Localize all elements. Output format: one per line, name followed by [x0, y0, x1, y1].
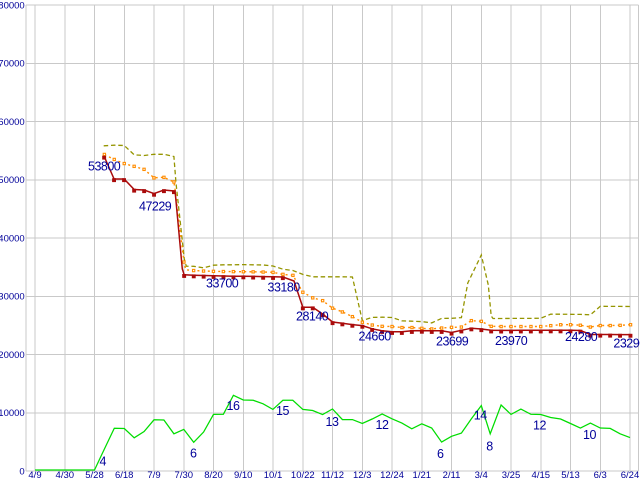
svg-text:0: 0 — [19, 466, 24, 477]
svg-text:11/12: 11/12 — [321, 470, 344, 480]
svg-text:24280: 24280 — [565, 330, 598, 344]
svg-text:10/22: 10/22 — [291, 470, 315, 480]
svg-text:10: 10 — [583, 428, 596, 442]
svg-text:7/9: 7/9 — [147, 470, 160, 480]
svg-text:7/30: 7/30 — [175, 470, 194, 480]
svg-text:6/3: 6/3 — [594, 470, 607, 480]
svg-text:23290: 23290 — [613, 337, 640, 351]
svg-text:16: 16 — [227, 399, 240, 413]
svg-text:50000: 50000 — [0, 175, 25, 186]
svg-text:8: 8 — [486, 440, 493, 454]
svg-text:4: 4 — [100, 455, 107, 469]
svg-text:12: 12 — [533, 419, 546, 433]
svg-text:3/25: 3/25 — [502, 470, 521, 480]
svg-text:10/1: 10/1 — [264, 470, 283, 480]
svg-text:14: 14 — [474, 409, 487, 423]
svg-text:23699: 23699 — [436, 335, 469, 349]
svg-text:6: 6 — [437, 447, 444, 461]
svg-text:15: 15 — [276, 404, 289, 418]
svg-text:8/20: 8/20 — [204, 470, 223, 480]
svg-text:23970: 23970 — [495, 334, 528, 348]
svg-text:30000: 30000 — [0, 292, 25, 303]
svg-text:1/21: 1/21 — [413, 470, 432, 480]
svg-text:6/18: 6/18 — [115, 470, 134, 480]
svg-text:28140: 28140 — [296, 310, 329, 324]
svg-text:12: 12 — [376, 418, 389, 432]
svg-text:3/4: 3/4 — [475, 470, 488, 480]
svg-text:2/11: 2/11 — [443, 470, 461, 480]
svg-text:80000: 80000 — [0, 0, 25, 11]
svg-text:5/28: 5/28 — [85, 470, 104, 480]
svg-text:24660: 24660 — [359, 330, 392, 344]
svg-text:4/30: 4/30 — [56, 470, 75, 480]
svg-text:70000: 70000 — [0, 59, 25, 70]
svg-text:9/10: 9/10 — [234, 470, 253, 480]
svg-text:53800: 53800 — [88, 160, 121, 174]
svg-text:4/15: 4/15 — [532, 470, 551, 480]
svg-text:47229: 47229 — [139, 200, 172, 214]
svg-text:10000: 10000 — [0, 408, 25, 419]
svg-text:12/24: 12/24 — [380, 470, 404, 480]
svg-text:6/24: 6/24 — [621, 470, 640, 480]
svg-text:4/9: 4/9 — [28, 470, 41, 480]
svg-text:6: 6 — [190, 447, 197, 461]
svg-text:33700: 33700 — [206, 277, 239, 291]
svg-text:60000: 60000 — [0, 117, 25, 128]
svg-text:20000: 20000 — [0, 350, 25, 361]
svg-text:40000: 40000 — [0, 233, 25, 244]
svg-text:12/3: 12/3 — [353, 470, 372, 480]
svg-text:5/13: 5/13 — [561, 470, 580, 480]
svg-text:33180: 33180 — [268, 281, 301, 295]
svg-text:13: 13 — [326, 415, 339, 429]
